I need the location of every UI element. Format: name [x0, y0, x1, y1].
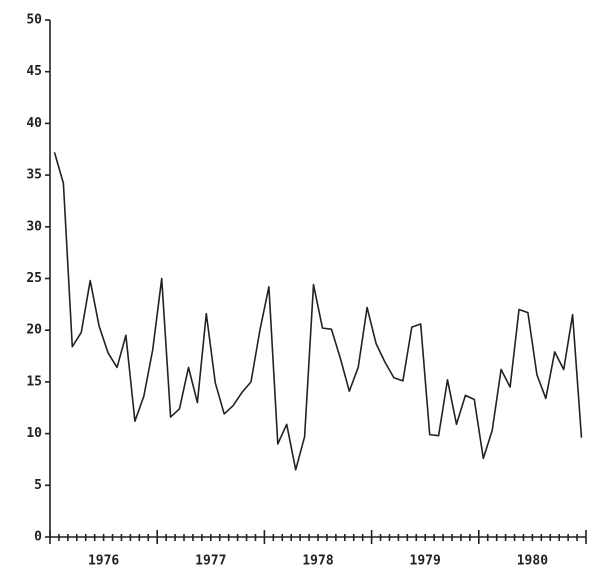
y-tick-label: 30	[26, 219, 42, 234]
x-tick-label: 1980	[517, 554, 548, 569]
y-tick-label: 25	[26, 271, 42, 286]
x-tick-label: 1979	[410, 554, 441, 569]
x-tick-label: 1977	[195, 554, 226, 569]
y-tick-label: 35	[26, 168, 42, 183]
data-line	[53, 152, 583, 471]
x-tick-label: 1978	[302, 554, 333, 569]
y-tick-label: 10	[26, 426, 42, 441]
y-tick-label: 15	[26, 374, 42, 389]
y-tick-label: 45	[26, 64, 42, 79]
y-tick-label: 50	[26, 13, 42, 28]
y-tick-label: 0	[34, 530, 42, 545]
y-tick-label: 20	[26, 323, 42, 338]
x-tick-label: 1976	[88, 554, 119, 569]
y-tick-label: 5	[34, 478, 42, 493]
y-tick-label: 40	[26, 116, 42, 131]
